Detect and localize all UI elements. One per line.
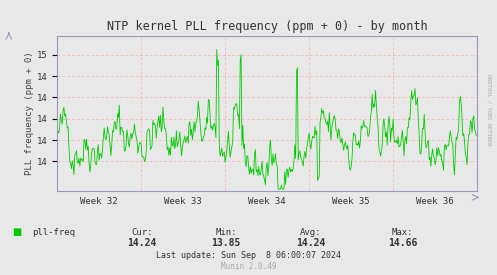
Text: Week 34: Week 34 <box>248 197 286 206</box>
Text: Min:: Min: <box>215 228 237 237</box>
Text: Cur:: Cur: <box>131 228 153 237</box>
Text: 14.24: 14.24 <box>296 238 326 248</box>
Text: RRDTOOL / TOBI OETIKER: RRDTOOL / TOBI OETIKER <box>486 74 491 146</box>
Text: ■: ■ <box>12 227 22 237</box>
Text: Max:: Max: <box>392 228 414 237</box>
Title: NTP kernel PLL frequency (ppm + 0) - by month: NTP kernel PLL frequency (ppm + 0) - by … <box>107 20 427 33</box>
Y-axis label: PLL frequency (ppm + 0): PLL frequency (ppm + 0) <box>25 52 34 175</box>
Text: Week 33: Week 33 <box>165 197 202 206</box>
Text: 14.66: 14.66 <box>388 238 417 248</box>
Text: 14.24: 14.24 <box>127 238 157 248</box>
Text: Week 35: Week 35 <box>332 197 370 206</box>
Text: Last update: Sun Sep  8 06:00:07 2024: Last update: Sun Sep 8 06:00:07 2024 <box>156 251 341 260</box>
Text: Week 32: Week 32 <box>81 197 118 206</box>
Text: pll-freq: pll-freq <box>32 228 76 237</box>
Text: 13.85: 13.85 <box>211 238 241 248</box>
Text: Avg:: Avg: <box>300 228 322 237</box>
Text: Munin 2.0.49: Munin 2.0.49 <box>221 262 276 271</box>
Text: Week 36: Week 36 <box>416 197 454 206</box>
